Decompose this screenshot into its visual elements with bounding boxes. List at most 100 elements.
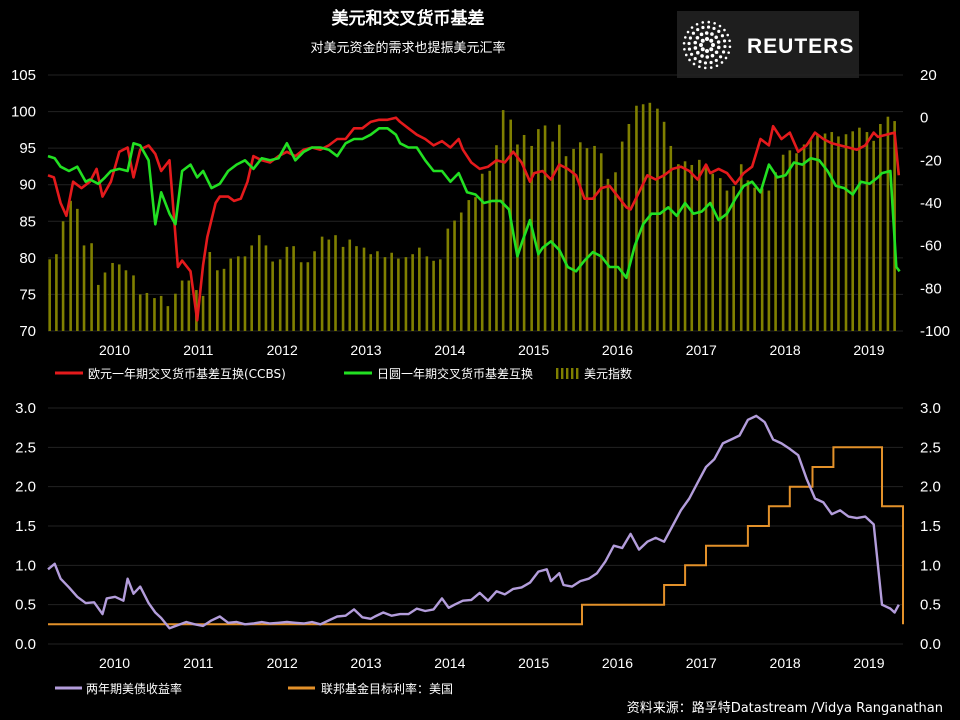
dxy-bar	[236, 256, 240, 331]
logo-dot	[706, 25, 711, 29]
logo-dot	[687, 47, 692, 51]
dxy-bar	[111, 262, 114, 331]
right-tick-label: -100	[920, 323, 950, 340]
logo-dot	[687, 41, 691, 46]
dxy-bar	[837, 136, 840, 331]
x-tick-label: 2015	[518, 342, 549, 358]
dxy-bar	[55, 254, 58, 331]
logo-wordmark: REUTERS	[747, 35, 854, 58]
dxy-bar	[530, 145, 533, 331]
chart-title: 美元和交叉货币基差	[332, 8, 485, 29]
logo-dot	[709, 47, 714, 52]
logo-dot	[726, 33, 730, 37]
logo-dot	[711, 43, 715, 47]
right-tick-label: -20	[920, 152, 942, 169]
left-tick-label: 80	[19, 250, 36, 267]
legend-label-jpy: 日圆一年期交叉货币基差互换	[377, 366, 533, 381]
dxy-bar	[90, 243, 93, 331]
logo-dot	[703, 66, 707, 70]
dxy-bar	[334, 235, 337, 331]
fed-target-line	[48, 446, 904, 626]
left-tick-label: 100	[11, 104, 36, 121]
x-tick-label: 2019	[853, 342, 884, 358]
dxy-bar	[341, 246, 345, 331]
dxy-bar	[362, 247, 366, 331]
dxy-bar	[886, 116, 890, 331]
dxy-bar	[390, 252, 393, 331]
dxy-bar	[264, 245, 268, 331]
left-tick-label: 95	[19, 140, 36, 157]
logo-dot	[728, 45, 732, 49]
dxy-bar	[285, 246, 289, 331]
dxy-bar	[662, 121, 666, 331]
reuters-logo: REUTERS	[677, 11, 859, 78]
dxy-bar	[627, 124, 631, 332]
dxy-bar	[48, 259, 51, 331]
dxy-bar	[61, 221, 65, 331]
dxy-bar	[180, 280, 184, 331]
dxy-bar	[369, 254, 373, 331]
dxy-bar	[453, 220, 456, 331]
right-tick-label: -60	[920, 238, 942, 255]
logo-dot	[716, 40, 721, 44]
dxy-bar	[725, 190, 729, 331]
legend-swatch-dxy	[561, 368, 564, 379]
x-tick-label: 2012	[267, 342, 298, 358]
jpy-ccbs-line	[47, 127, 901, 280]
dxy-bar	[606, 178, 610, 331]
dxy-bar	[711, 173, 715, 331]
logo-dot	[693, 40, 698, 45]
logo-dot	[695, 35, 700, 40]
dxy-bar	[271, 261, 274, 331]
logo-dot	[709, 66, 713, 69]
x-tick-label: 2019	[853, 655, 884, 671]
dxy-bar	[201, 295, 205, 331]
dxy-bar	[732, 186, 735, 331]
ust2y-line	[47, 414, 900, 630]
logo-dot	[704, 31, 709, 35]
logo-dot	[720, 34, 725, 38]
left-tick-label: 70	[19, 323, 36, 340]
x-tick-label: 2010	[99, 342, 130, 358]
logo-dot	[700, 38, 705, 43]
dxy-bar	[795, 153, 798, 331]
dxy-bar	[376, 251, 379, 331]
reuters-dots-icon	[682, 20, 732, 70]
dxy-bar	[229, 258, 233, 331]
dxy-bar	[760, 188, 764, 331]
logo-dot	[714, 58, 718, 63]
top-legend: 欧元一年期交叉货币基差互换(CCBS) 日圆一年期交叉货币基差互换 美元指数	[55, 366, 632, 381]
logo-dot	[701, 25, 705, 30]
logo-dot	[693, 46, 698, 50]
logo-dot	[696, 50, 700, 55]
dxy-bar	[243, 256, 247, 331]
logo-dot	[712, 26, 716, 31]
x-tick-label: 2018	[770, 655, 801, 671]
dxy-bar	[432, 260, 435, 331]
right-tick-label: 0.5	[920, 597, 941, 614]
dxy-bar	[704, 164, 708, 331]
right-tick-label: -80	[920, 280, 942, 297]
dxy-bar	[348, 239, 352, 331]
dxy-bar	[467, 200, 471, 331]
left-tick-label: 2.5	[15, 439, 36, 456]
left-tick-label: 0.5	[15, 597, 36, 614]
dxy-bar	[809, 140, 813, 331]
dxy-bar	[858, 127, 861, 331]
logo-dot	[705, 37, 709, 41]
dxy-bar	[222, 268, 226, 331]
logo-dot	[688, 58, 691, 62]
dxy-bar	[425, 256, 429, 331]
left-tick-label: 3.0	[15, 400, 36, 417]
dxy-bar	[865, 132, 869, 331]
logo-dot	[700, 47, 705, 52]
x-tick-label: 2016	[602, 655, 633, 671]
left-tick-label: 85	[19, 213, 36, 230]
logo-dot	[718, 24, 722, 28]
logo-dot	[696, 27, 700, 32]
dxy-bar	[879, 124, 882, 332]
dxy-bar	[641, 104, 645, 331]
dxy-bar	[103, 272, 107, 331]
dxy-bar	[816, 134, 819, 331]
